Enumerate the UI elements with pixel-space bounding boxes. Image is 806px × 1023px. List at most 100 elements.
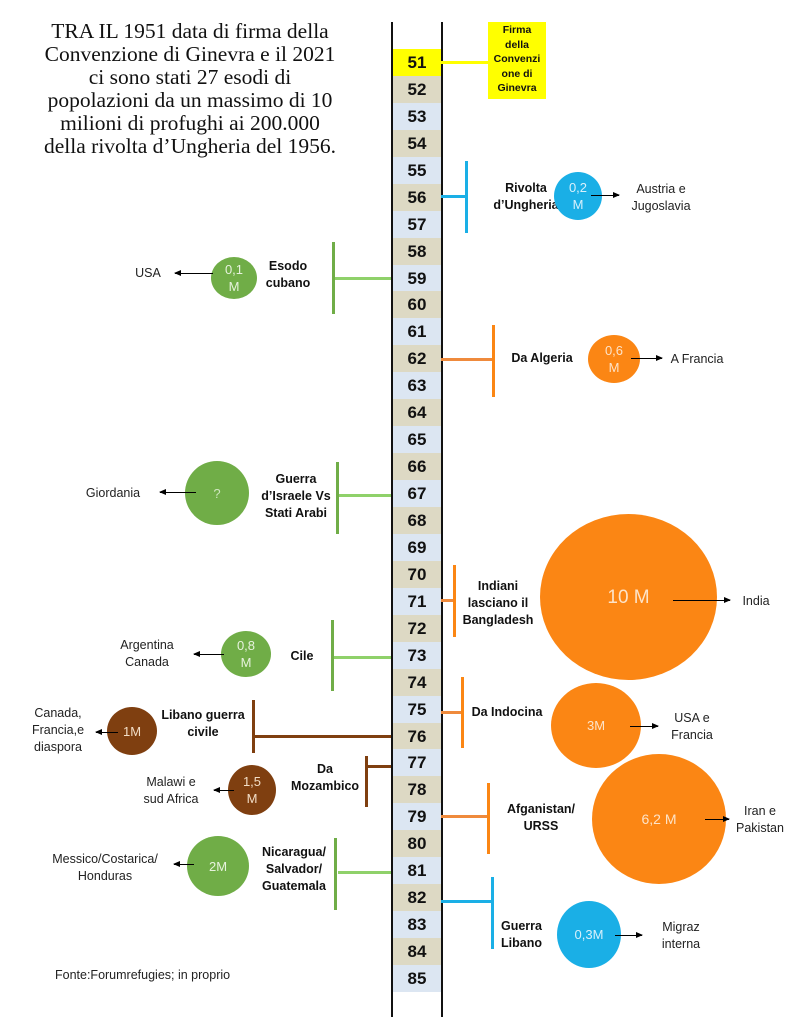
year-row: 82 (393, 884, 441, 912)
bracket (332, 242, 335, 314)
year-row: 85 (393, 964, 441, 992)
bracket (336, 462, 339, 534)
dest-line: Francia,e (31, 723, 85, 737)
value-bubble: 1,5 M (228, 765, 276, 815)
year-row: 51 (393, 49, 441, 76)
title-line: TRA IL 1951 data di firma della (51, 19, 329, 43)
year-row: 74 (393, 668, 441, 696)
title-line: Convenzione di Ginevra e il 2021 (44, 42, 336, 66)
event-label: Rivolta d’Ungheria (481, 180, 571, 214)
year-row: 60 (393, 291, 441, 319)
dest-line: Argentina (120, 638, 174, 652)
year-row: 78 (393, 776, 441, 804)
connector-line (441, 599, 456, 602)
label-line: Guerra (501, 919, 542, 933)
year-row: 79 (393, 803, 441, 831)
value-line: 6,2 M (641, 810, 677, 827)
value-bubble: ? (185, 461, 249, 525)
event-label: Afganistan/URSS (500, 801, 582, 835)
note-line: Convenzi (493, 53, 541, 65)
destination: Giordania (80, 485, 146, 502)
year-row: 66 (393, 453, 441, 481)
value-line: M (246, 791, 258, 806)
dest-line: Canada (125, 655, 169, 669)
arrow-left-icon (173, 861, 194, 867)
source-note: Fonte:Forumrefugies; in proprio (55, 968, 231, 982)
connector-line (441, 358, 494, 361)
dest-line: A Francia (670, 352, 724, 366)
connector-line (333, 277, 391, 280)
event-label: Guerra d’Israele Vs Stati Arabi (255, 471, 337, 522)
year-row: 53 (393, 102, 441, 130)
value-line: 1M (122, 723, 142, 739)
note-line: Ginevra (497, 82, 537, 94)
destination: USA (130, 265, 166, 282)
label-line: cubano (265, 276, 311, 290)
event-label: Nicaragua/Salvador/Guatemala (256, 844, 332, 895)
year-row: 69 (393, 533, 441, 561)
connector-line (441, 711, 463, 714)
label-line: Guerra (275, 472, 317, 486)
connector-line (367, 765, 391, 768)
bracket (465, 161, 468, 233)
label-line: Libano guerra (161, 708, 245, 722)
value-bubble: 0,2 M (554, 172, 602, 220)
dest-line: Messico/Costarica/ (52, 852, 158, 866)
value-line: M (572, 197, 584, 212)
value-line: 0,8 (236, 638, 256, 653)
arrow-left-icon (159, 489, 196, 495)
year-row: 71 (393, 587, 441, 615)
connector-line (441, 815, 489, 818)
destination: Iran e Pakistan (730, 803, 790, 837)
bracket (252, 700, 255, 753)
dest-line: USA (135, 266, 161, 280)
arrow-right-icon (705, 816, 730, 822)
arrow-right-icon (615, 932, 643, 938)
value-bubble: 1M (107, 707, 157, 755)
value-line: 0,6 (604, 343, 624, 358)
year-row: 65 (393, 426, 441, 454)
year-timeline: 51 52 53 54 55 56 57 58 59 60 61 62 63 64 65 66 67 68 69 70… (391, 22, 443, 1017)
label-line: Guatemala (262, 879, 326, 893)
dest-line: India (742, 594, 770, 608)
bracket (491, 877, 494, 949)
value-line: ? (213, 485, 221, 501)
arrow-left-icon (193, 651, 224, 657)
label-line: Esodo (268, 259, 308, 273)
bracket (334, 838, 337, 910)
connector-line (441, 195, 467, 198)
dest-line: Malawi e (146, 775, 196, 789)
value-bubble: 0,3M (557, 901, 621, 968)
year-row: 57 (393, 210, 441, 238)
destination: USA e Francia (662, 710, 722, 744)
title-line: della rivolta d’Ungheria del 1956. (44, 134, 336, 158)
label-line: Stati Arabi (264, 506, 328, 520)
label-line: Bangladesh (462, 613, 534, 627)
year-row: 80 (393, 830, 441, 858)
value-line: M (608, 360, 620, 375)
year-row: 75 (393, 695, 441, 723)
arrow-left-icon (213, 787, 234, 793)
label-line: Da (317, 762, 333, 776)
bracket (365, 756, 368, 807)
value-line: 0,2 (568, 180, 588, 195)
value-bubble: 2M (187, 836, 249, 896)
label-line: Cile (290, 649, 314, 663)
event-label: Indiani lasciano il Bangladesh (458, 578, 538, 629)
value-bubble: 6,2 M (592, 754, 726, 884)
destination: Malawi e sud Africa (132, 774, 210, 808)
title-line: milioni di profughi ai 200.000 (60, 111, 320, 135)
label-line: Libano (501, 936, 542, 950)
year-row: 52 (393, 75, 441, 103)
event-label: Da Algeria (506, 350, 578, 367)
value-line: 0,3M (574, 927, 604, 942)
arrow-left-icon (95, 729, 118, 735)
year-row: 62 (393, 345, 441, 373)
year-row: 56 (393, 183, 441, 211)
label-line: d’Israele Vs (261, 489, 331, 503)
note-line: one di (501, 67, 533, 80)
dest-line: Pakistan (736, 821, 784, 835)
note-line: della (505, 38, 529, 51)
value-bubble: 0,6 M (588, 335, 640, 383)
year-row: 73 (393, 641, 441, 669)
